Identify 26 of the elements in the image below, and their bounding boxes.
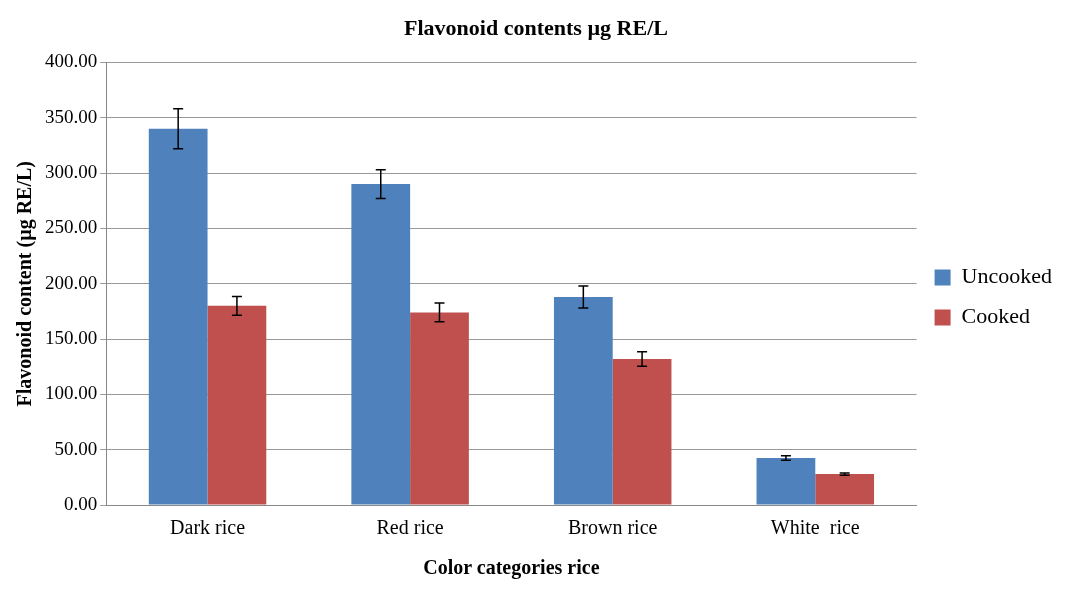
chart-title: Flavonoid contents µg RE/L xyxy=(404,14,668,40)
y-tick-label: 0.00 xyxy=(64,492,98,514)
bar xyxy=(756,457,816,505)
y-tick-label: 400.00 xyxy=(45,50,98,72)
bar xyxy=(207,305,267,505)
bar xyxy=(148,128,208,505)
bar xyxy=(815,474,875,505)
x-tick-label: Red rice xyxy=(376,516,444,539)
y-tick-label: 50.00 xyxy=(54,437,98,459)
bar xyxy=(612,358,672,505)
legend-label: Cooked xyxy=(961,303,1031,329)
y-tick-label: 100.00 xyxy=(45,382,98,404)
y-tick-label: 300.00 xyxy=(45,161,98,183)
legend-label: Uncooked xyxy=(961,263,1052,289)
x-tick-label: Dark rice xyxy=(170,516,246,539)
y-tick-label: 350.00 xyxy=(45,105,98,127)
x-axis-title: Color categories rice xyxy=(423,556,600,580)
y-tick-label: 250.00 xyxy=(45,216,98,238)
y-tick-label: 150.00 xyxy=(45,327,98,349)
y-axis-title: Flavonoid content (µg RE/L) xyxy=(13,160,37,407)
x-tick-label: Brown rice xyxy=(568,516,658,539)
bar xyxy=(410,312,469,505)
y-tick-label: 200.00 xyxy=(45,271,98,293)
bar xyxy=(553,296,613,505)
bar xyxy=(351,184,411,505)
x-tick-label: White rice xyxy=(770,516,860,539)
